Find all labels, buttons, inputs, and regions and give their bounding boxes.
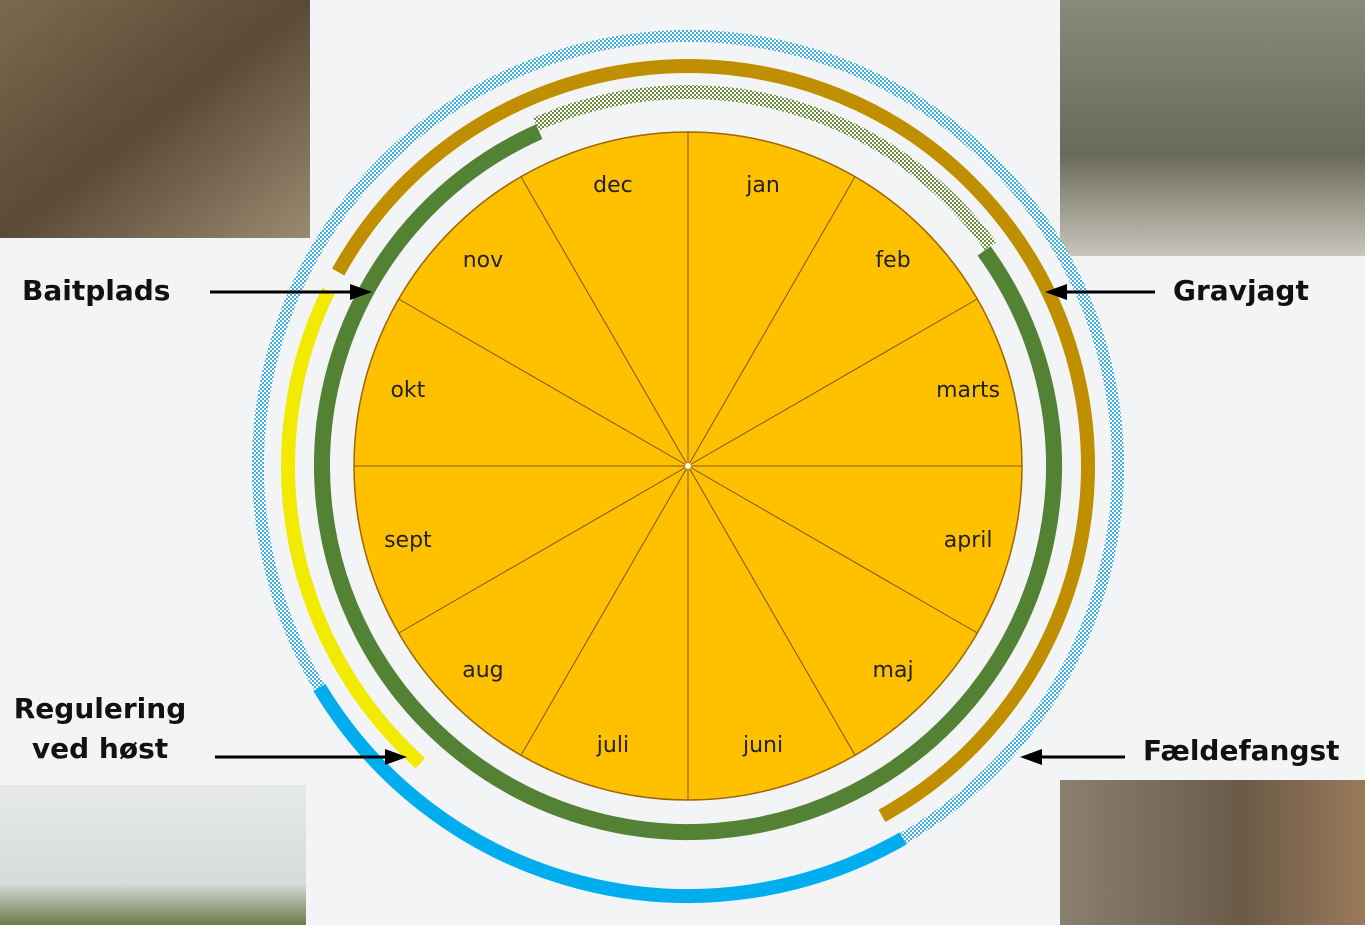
month-wheel: jan feb marts april maj juni juli aug sept okt nov… xyxy=(353,131,1023,801)
label: Regulering xyxy=(14,692,187,725)
wheel-rim xyxy=(353,131,1023,801)
month-label: maj xyxy=(873,658,914,683)
photo xyxy=(0,0,310,238)
arrows xyxy=(210,284,1155,765)
season-arc xyxy=(313,683,907,903)
label: ved høst xyxy=(32,732,168,765)
label: Baitplads xyxy=(22,274,170,307)
wheel-hub xyxy=(685,463,691,469)
month-label: juni xyxy=(742,733,783,758)
photo xyxy=(1060,780,1365,925)
arrow-head xyxy=(350,284,372,300)
month-label: marts xyxy=(936,378,1000,403)
photo xyxy=(0,785,306,925)
month-label: feb xyxy=(875,248,910,273)
season-arc xyxy=(281,287,426,769)
arrow-head xyxy=(1020,749,1042,765)
month-label: dec xyxy=(593,173,633,198)
photo xyxy=(1060,0,1365,256)
month-label: sept xyxy=(384,528,432,553)
season-arc xyxy=(533,85,997,251)
month-label: jan xyxy=(745,173,780,198)
month-label: april xyxy=(944,528,993,553)
label: Gravjagt xyxy=(1173,274,1309,307)
arrow-head xyxy=(385,749,407,765)
month-label: juli xyxy=(596,733,629,758)
month-label: aug xyxy=(462,658,503,683)
season-arc xyxy=(252,30,1124,844)
rings xyxy=(252,30,1124,903)
label: Fældefangst xyxy=(1143,734,1340,767)
season-arc xyxy=(314,124,1062,840)
month-label: nov xyxy=(463,248,503,273)
month-label: okt xyxy=(390,378,425,403)
arrow-head xyxy=(1045,284,1067,300)
season-arc xyxy=(332,59,1095,822)
